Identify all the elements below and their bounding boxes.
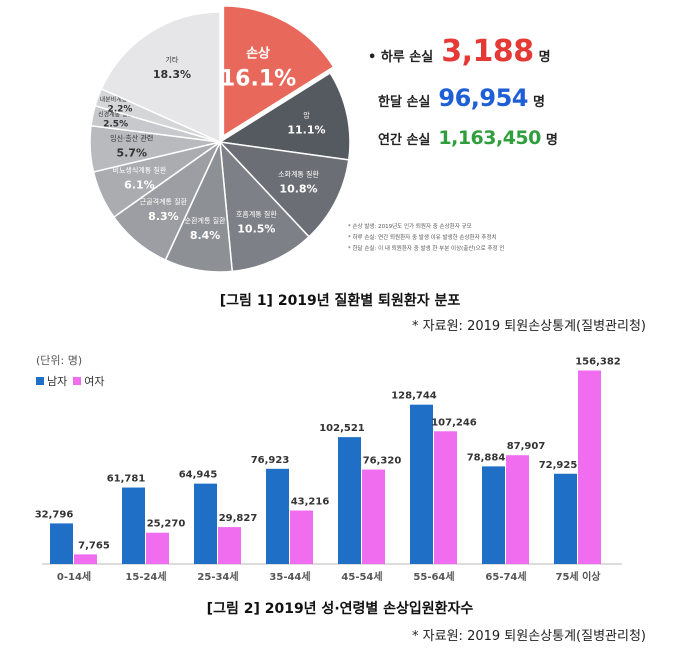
stat-daily-label: • 하루 손실 <box>368 46 433 65</box>
pie-slice-value: 8.4% <box>190 229 221 242</box>
stat-monthly-unit: 명 <box>533 95 545 110</box>
pie-slice-label: 내분비계통 질환 <box>100 95 141 103</box>
bar-data-label: 76,923 <box>251 455 290 466</box>
bar-data-label: 7,765 <box>78 540 110 551</box>
stat-monthly-label: 한달 손실 <box>378 95 431 110</box>
figure2-source: * 자료원: 2019 퇴원손상통계(질병관리청) <box>412 629 646 644</box>
pie-slice-label: 순환계통 질환 <box>185 216 226 225</box>
bar-male <box>338 437 361 564</box>
bar-data-label: 102,521 <box>319 423 365 434</box>
bar-female <box>74 554 97 564</box>
stat-daily: • 하루 손실 3,188 명 <box>368 34 551 69</box>
bar-data-label: 72,925 <box>539 460 578 471</box>
bar-data-label: 156,382 <box>575 356 621 367</box>
legend-item-male: 남자 <box>36 373 67 389</box>
x-tick-label: 65-74세 <box>485 570 526 583</box>
pie-slice-value: 2.2% <box>107 104 132 114</box>
bar-data-label: 128,744 <box>391 391 437 402</box>
legend-label-male: 남자 <box>47 375 68 388</box>
stat-yearly: 연간 손실 1,163,450 명 <box>378 127 558 149</box>
note-line: * 한달 손실: 이 내 퇴원환자 중 발생 한 부분 이상(출산)으로 추정 … <box>348 246 505 252</box>
pie-slice-value: 8.3% <box>148 210 179 223</box>
bar-data-label: 32,796 <box>35 509 74 520</box>
bar-female <box>146 532 169 564</box>
bar-data-label: 78,884 <box>467 452 506 463</box>
pie-slice-value: 18.3% <box>153 68 191 81</box>
bar-male <box>50 523 73 564</box>
stat-daily-label-text: 하루 손실 <box>380 50 434 65</box>
bar-chart: 32,796 7,765 0-14세 61,781 25,270 15-24세 64,945… <box>35 356 622 583</box>
stat-daily-bullet: • <box>368 50 377 65</box>
stat-yearly-unit: 명 <box>545 133 558 148</box>
bar-data-label: 64,945 <box>179 470 218 481</box>
pie-slice <box>222 5 335 138</box>
unit-label: (단위: 명) <box>36 354 83 367</box>
bar-female <box>506 455 529 564</box>
bar-legend: 남자 여자 <box>36 373 111 389</box>
pie-slice <box>217 71 351 161</box>
pie-slice-label: 비뇨생식계통 질환 <box>113 165 167 174</box>
bar-data-label: 107,246 <box>431 417 477 428</box>
bar-male <box>410 404 433 564</box>
pie-slice-label: 임신·출산 관련 <box>110 134 153 143</box>
pie-slice-value: 2.5% <box>103 119 128 129</box>
pie-slice-label: 손상 <box>246 46 270 61</box>
pie-chart: 손상 16.1% 암 11.1% 소화계통 질환 10.8% 호흡계통 질환 10.5% 순환계… <box>89 5 351 273</box>
bar-data-label: 25,270 <box>147 519 186 530</box>
bar-male <box>194 483 217 564</box>
pie-slice-value: 5.7% <box>116 147 147 160</box>
pie-slice-value: 16.1% <box>220 66 296 91</box>
stat-daily-value: 3,188 <box>441 34 534 69</box>
x-tick-label: 25-34세 <box>197 570 238 583</box>
bar-male <box>122 487 145 564</box>
stat-notes: * 손상 발생: 2019년도 인가 퇴원자 중 손상환자 규모 * 하루 손실… <box>348 222 584 255</box>
bar-data-label: 76,320 <box>363 456 402 467</box>
pie-slice-label: 암 <box>303 112 310 120</box>
figure1-source: * 자료원: 2019 퇴원손상통계(질병관리청) <box>412 319 646 334</box>
pie-slice-value: 6.1% <box>124 178 155 191</box>
x-tick-label: 55-64세 <box>413 570 454 583</box>
pie-slice <box>217 140 350 238</box>
bar-female <box>578 370 601 564</box>
stat-daily-unit: 명 <box>538 50 551 65</box>
legend-item-female: 여자 <box>73 373 105 389</box>
bar-data-label: 43,216 <box>291 497 330 508</box>
bar-data-label: 87,907 <box>507 441 546 452</box>
bar-male <box>482 466 505 564</box>
pie-slice <box>219 139 311 273</box>
note-line: * 하루 손실: 연간 퇴원환자 중 발생 이유 발생한 손상환자 추정치 <box>348 235 497 241</box>
stat-yearly-value: 1,163,450 <box>438 127 541 149</box>
x-tick-label: 45-54세 <box>341 570 382 583</box>
legend-label-female: 여자 <box>84 375 105 388</box>
bar-female <box>290 510 313 564</box>
bar-data-label: 61,781 <box>107 474 146 485</box>
figure1-caption: [그림 1] 2019년 질환별 퇴원환자 분포 <box>219 293 461 309</box>
pie-slice-value: 10.8% <box>279 183 317 196</box>
bar-data-label: 29,827 <box>219 513 258 524</box>
stat-yearly-label: 연간 손실 <box>378 133 431 148</box>
bar-female <box>218 527 241 564</box>
x-tick-label: 35-44세 <box>269 570 310 583</box>
bar-male <box>554 473 577 564</box>
pie-slice-label: 호흡계통 질환 <box>236 210 277 219</box>
pie-slice-label: 소화계통 질환 <box>278 170 319 179</box>
stat-monthly: 한달 손실 96,954 명 <box>378 84 545 112</box>
pie-slice-label: 근골격계통 질환 <box>140 197 188 206</box>
pie-slice-label: 기타 <box>165 55 178 64</box>
bar-female <box>434 431 457 564</box>
pie-slice-value: 11.1% <box>287 124 325 137</box>
x-tick-label: 0-14세 <box>57 570 91 583</box>
legend-swatch-male <box>36 377 44 385</box>
pie-slice-label: 신경계통 질환 <box>98 110 134 118</box>
note-line: * 손상 발생: 2019년도 인가 퇴원자 중 손상환자 규모 <box>348 224 472 230</box>
bar-female <box>362 469 385 564</box>
x-tick-label: 75세 이상 <box>556 570 602 583</box>
pie-slice <box>100 11 221 144</box>
pie-slice-value: 10.5% <box>237 223 275 236</box>
legend-swatch-female <box>73 377 82 385</box>
bar-male <box>266 468 289 564</box>
stat-monthly-value: 96,954 <box>438 84 528 112</box>
figure2-caption: [그림 2] 2019년 성·연령별 손상입원환자수 <box>206 601 474 617</box>
x-tick-label: 15-24세 <box>125 570 166 583</box>
